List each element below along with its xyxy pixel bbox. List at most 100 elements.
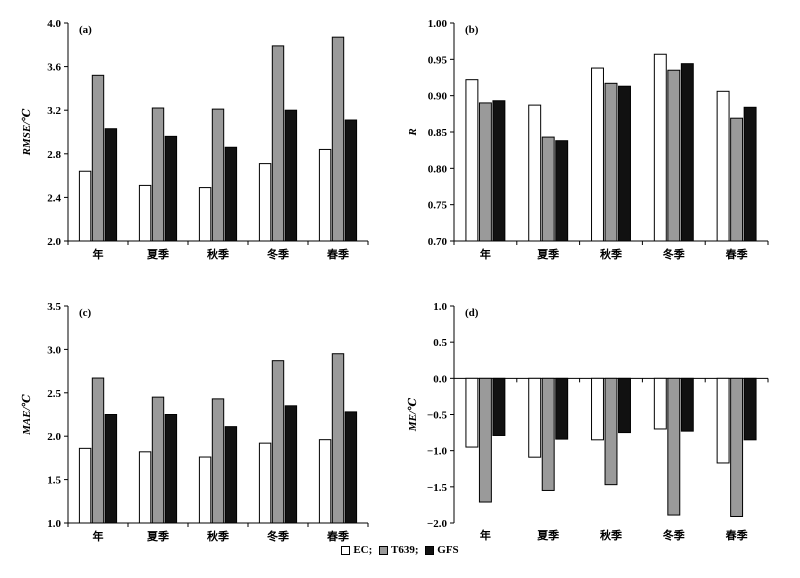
y-tick-label: 0.5 [433,337,447,349]
bar-gfs [680,377,694,432]
y-tick-label: 2.0 [47,431,61,443]
bar-gfs [224,146,238,242]
category-label: 冬季 [663,528,686,542]
y-axis-label: R [407,128,419,136]
bar-ec [591,377,604,441]
y-axis-label: RMSE/℃ [21,108,33,157]
y-tick-label: 1.00 [428,18,448,30]
bar-gfs [224,426,238,524]
category-label: 秋季 [600,247,623,261]
y-tick-label: 3.5 [47,301,61,313]
bar-t639 [211,108,225,242]
legend-label-ec: EC; [353,544,373,556]
y-tick-label: −1.0 [427,446,448,458]
y-tick-label: 0.90 [428,91,448,103]
bar-ec [716,90,730,242]
category-label: 春季 [726,247,749,261]
bar-gfs [284,405,298,524]
legend-item-ec: EC; [341,544,372,556]
legend-item-gfs: GFS [425,544,459,556]
y-tick-label: 1.5 [47,475,61,487]
bar-t639 [541,136,555,242]
panel-label: (c) [79,307,92,319]
bar-ec [653,377,667,430]
bar-gfs [104,414,118,524]
category-label: 年 [480,247,491,261]
bar-ec [653,53,667,242]
bar-gfs [344,411,358,524]
category-label: 年 [93,529,104,543]
y-tick-label: −1.5 [427,482,448,494]
bar-t639 [151,396,165,524]
bar-ec [528,377,542,458]
legend-swatch-t639 [379,545,389,555]
bar-gfs [344,119,358,242]
bar-ec [318,439,332,524]
bar-ec [716,377,730,464]
bar-gfs [555,140,569,242]
bar-gfs [743,106,757,242]
legend-label-gfs: GFS [437,544,459,556]
y-tick-label: 3.2 [47,105,61,117]
bar-ec [138,184,152,242]
category-label: 秋季 [207,247,230,261]
legend-swatch-ec [341,545,351,555]
bar-ec [465,377,479,448]
category-label: 春季 [327,247,350,261]
bar-gfs [104,128,118,242]
legend-label-t639: T639; [391,544,419,556]
bar-t639 [478,102,492,242]
bar-t639 [91,377,105,524]
y-tick-label: 1.0 [47,518,61,530]
bar-ec [138,451,152,524]
y-tick-label: 3.0 [47,344,61,356]
category-label: 年 [480,528,491,542]
y-tick-label: −0.5 [427,410,448,422]
category-label: 夏季 [537,247,560,261]
y-tick-label: 2.8 [47,149,61,161]
category-label: 年 [93,247,104,261]
chart-panel-3: 1.0 1.5 2.0 2.5 3.0 3.5 年 夏季 秋季 冬季 春季 (c) MAE/℃ [21,301,369,543]
bar-t639 [730,117,744,242]
category-label: 夏季 [147,247,170,261]
y-tick-label: 2.4 [47,192,61,204]
chart-panel-2: 0.70 0.75 0.80 0.85 0.90 0.95 1.00 年 夏季 秋季 冬季 春季 (b)… [407,18,769,261]
category-label: 秋季 [207,529,230,543]
y-axis-label: MAE/℃ [21,393,33,436]
bar-t639 [271,45,285,242]
y-tick-label: 2.5 [47,388,61,400]
bar-ec [528,104,542,242]
bar-gfs [164,135,178,242]
bar-ec [78,170,92,242]
bar-gfs [492,377,506,436]
chart-panel-1: 2.0 2.4 2.8 3.2 3.6 4.0 年 夏季 秋季 冬季 春季 (a) RMSE/℃ [21,18,369,261]
panel-label: (a) [79,24,92,36]
bar-gfs [555,377,569,440]
y-tick-label: 1.0 [433,301,447,313]
legend-swatch-gfs [425,545,435,555]
bar-t639 [331,353,345,524]
category-label: 春季 [327,529,350,543]
bar-t639 [211,398,225,524]
category-label: 秋季 [600,528,623,542]
y-axis-label: ME/℃ [407,397,419,432]
y-tick-label: 0.70 [428,236,448,248]
bar-t639 [667,69,681,242]
bar-t639 [151,107,165,242]
category-label: 冬季 [663,247,686,261]
category-label: 冬季 [267,247,290,261]
y-tick-label: 4.0 [47,18,61,30]
legend-item-t639: T639; [379,544,419,556]
bar-ec [318,148,332,242]
bar-gfs [680,63,694,242]
bar-t639 [271,360,285,524]
y-tick-label: 0.80 [428,163,448,175]
bar-t639 [541,377,555,491]
bar-gfs [618,85,631,242]
chart-panel-4: −2.0 −1.5 −1.0 −0.5 0.0 0.5 1.0 年 夏季 秋季 冬季 春季 (d) ME/… [407,301,769,542]
panel-label: (d) [465,307,479,319]
bar-ec [78,447,92,524]
bar-ec [198,187,212,242]
y-tick-label: 0.0 [433,373,447,385]
